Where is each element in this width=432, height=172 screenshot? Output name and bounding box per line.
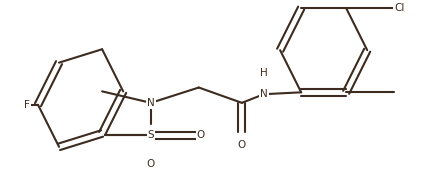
Text: H: H <box>260 68 268 78</box>
Text: S: S <box>148 130 154 140</box>
Text: N: N <box>260 89 268 99</box>
Text: F: F <box>25 100 30 110</box>
Text: Cl: Cl <box>394 3 404 13</box>
Text: O: O <box>197 130 205 140</box>
Text: N: N <box>147 98 155 108</box>
Text: O: O <box>238 140 246 150</box>
Text: O: O <box>147 159 155 169</box>
